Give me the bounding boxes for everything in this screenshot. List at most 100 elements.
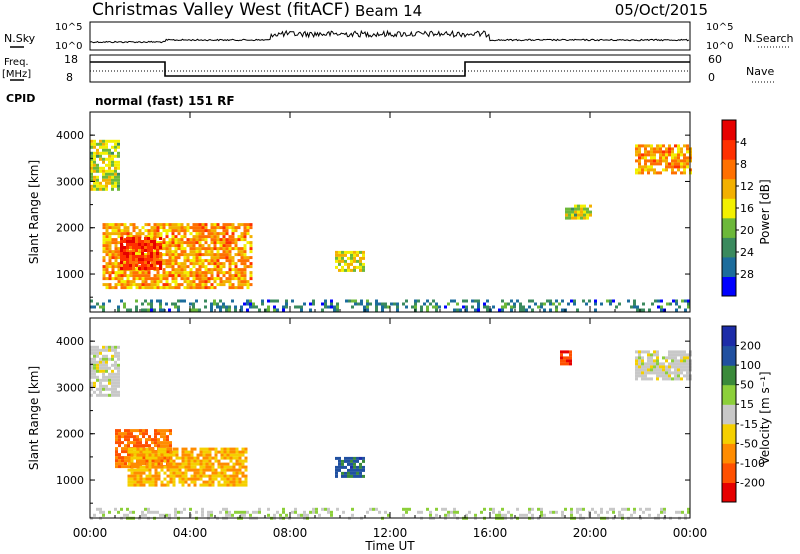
- data-cell: [198, 235, 202, 239]
- data-cell: [353, 474, 356, 478]
- data-cell: [177, 305, 180, 309]
- data-cell: [111, 271, 115, 275]
- data-cell: [244, 483, 248, 487]
- data-cell: [223, 447, 227, 451]
- data-cell: [163, 459, 167, 463]
- data-cell: [117, 268, 121, 272]
- data-cell: [318, 513, 321, 517]
- data-cell: [150, 255, 153, 258]
- data-cell: [225, 507, 228, 511]
- data-cell: [153, 308, 156, 312]
- data-cell: [686, 365, 689, 369]
- data-cell: [414, 302, 417, 306]
- data-cell: [195, 262, 199, 266]
- data-cell: [531, 308, 534, 312]
- data-cell: [659, 362, 662, 366]
- data-cell: [175, 465, 179, 469]
- data-cell: [338, 465, 341, 469]
- data-cell: [335, 465, 338, 469]
- data-cell: [153, 267, 156, 270]
- data-cell: [138, 243, 141, 246]
- data-cell: [671, 365, 674, 369]
- data-cell: [168, 223, 172, 227]
- data-cell: [644, 365, 647, 369]
- data-cell: [219, 262, 223, 266]
- data-cell: [180, 244, 184, 248]
- data-cell: [162, 262, 166, 266]
- data-cell: [210, 223, 214, 227]
- data-cell: [240, 308, 243, 312]
- data-cell: [124, 447, 127, 451]
- data-cell: [198, 232, 202, 236]
- data-cell: [222, 235, 226, 239]
- data-cell: [105, 172, 108, 176]
- data-cell: [225, 229, 229, 233]
- data-cell: [225, 280, 229, 284]
- data-cell: [201, 238, 205, 242]
- data-cell: [216, 277, 220, 281]
- data-cell: [147, 243, 150, 246]
- data-cell: [210, 274, 214, 278]
- data-cell: [144, 507, 147, 511]
- data-cell: [96, 181, 99, 185]
- data-cell: [683, 165, 686, 169]
- data-cell: [160, 468, 164, 472]
- data-cell: [102, 184, 105, 188]
- data-cell: [240, 305, 243, 309]
- data-cell: [375, 302, 378, 306]
- data-cell: [205, 447, 209, 451]
- data-cell: [135, 243, 138, 246]
- data-cell: [362, 250, 365, 254]
- data-cell: [249, 262, 253, 266]
- data-cell: [90, 381, 93, 385]
- data-cell: [148, 474, 152, 478]
- data-cell: [114, 348, 117, 352]
- data-cell: [219, 244, 223, 248]
- data-cell: [228, 277, 232, 281]
- data-cell: [222, 507, 225, 511]
- data-cell: [356, 253, 359, 257]
- data-cell: [217, 459, 221, 463]
- data-cell: [166, 453, 170, 457]
- data-cell: [126, 261, 129, 264]
- data-cell: [453, 299, 456, 303]
- data-cell: [366, 299, 369, 303]
- colorbar-swatch: [722, 159, 736, 180]
- data-cell: [347, 262, 350, 266]
- data-cell: [177, 244, 181, 248]
- data-cell: [609, 299, 612, 303]
- data-cell: [210, 235, 214, 239]
- data-cell: [117, 308, 120, 312]
- data-cell: [189, 226, 193, 230]
- data-cell: [671, 350, 674, 354]
- data-cell: [492, 510, 495, 514]
- data-cell: [453, 507, 456, 511]
- data-cell: [273, 513, 276, 517]
- data-cell: [228, 253, 232, 257]
- data-cell: [243, 223, 247, 227]
- data-cell: [563, 356, 566, 360]
- data-cell: [178, 468, 182, 472]
- data-cell: [150, 280, 154, 284]
- data-cell: [105, 229, 109, 233]
- data-cell: [249, 277, 253, 281]
- data-cell: [108, 238, 112, 242]
- data-cell: [681, 299, 684, 303]
- data-cell: [93, 360, 96, 364]
- data-cell: [189, 253, 193, 257]
- data-cell: [127, 474, 131, 478]
- data-cell: [192, 283, 196, 287]
- data-cell: [196, 453, 200, 457]
- data-cell: [330, 302, 333, 306]
- data-cell: [180, 250, 184, 254]
- data-cell: [647, 144, 650, 148]
- data-cell: [228, 238, 232, 242]
- data-cell: [219, 247, 223, 251]
- data-cell: [118, 429, 121, 433]
- data-cell: [653, 171, 656, 175]
- data-cell: [654, 299, 657, 303]
- data-cell: [148, 480, 152, 484]
- data-cell: [228, 283, 232, 287]
- velocity-ylabel: Slant Range [km]: [27, 366, 41, 470]
- data-cell: [586, 213, 589, 217]
